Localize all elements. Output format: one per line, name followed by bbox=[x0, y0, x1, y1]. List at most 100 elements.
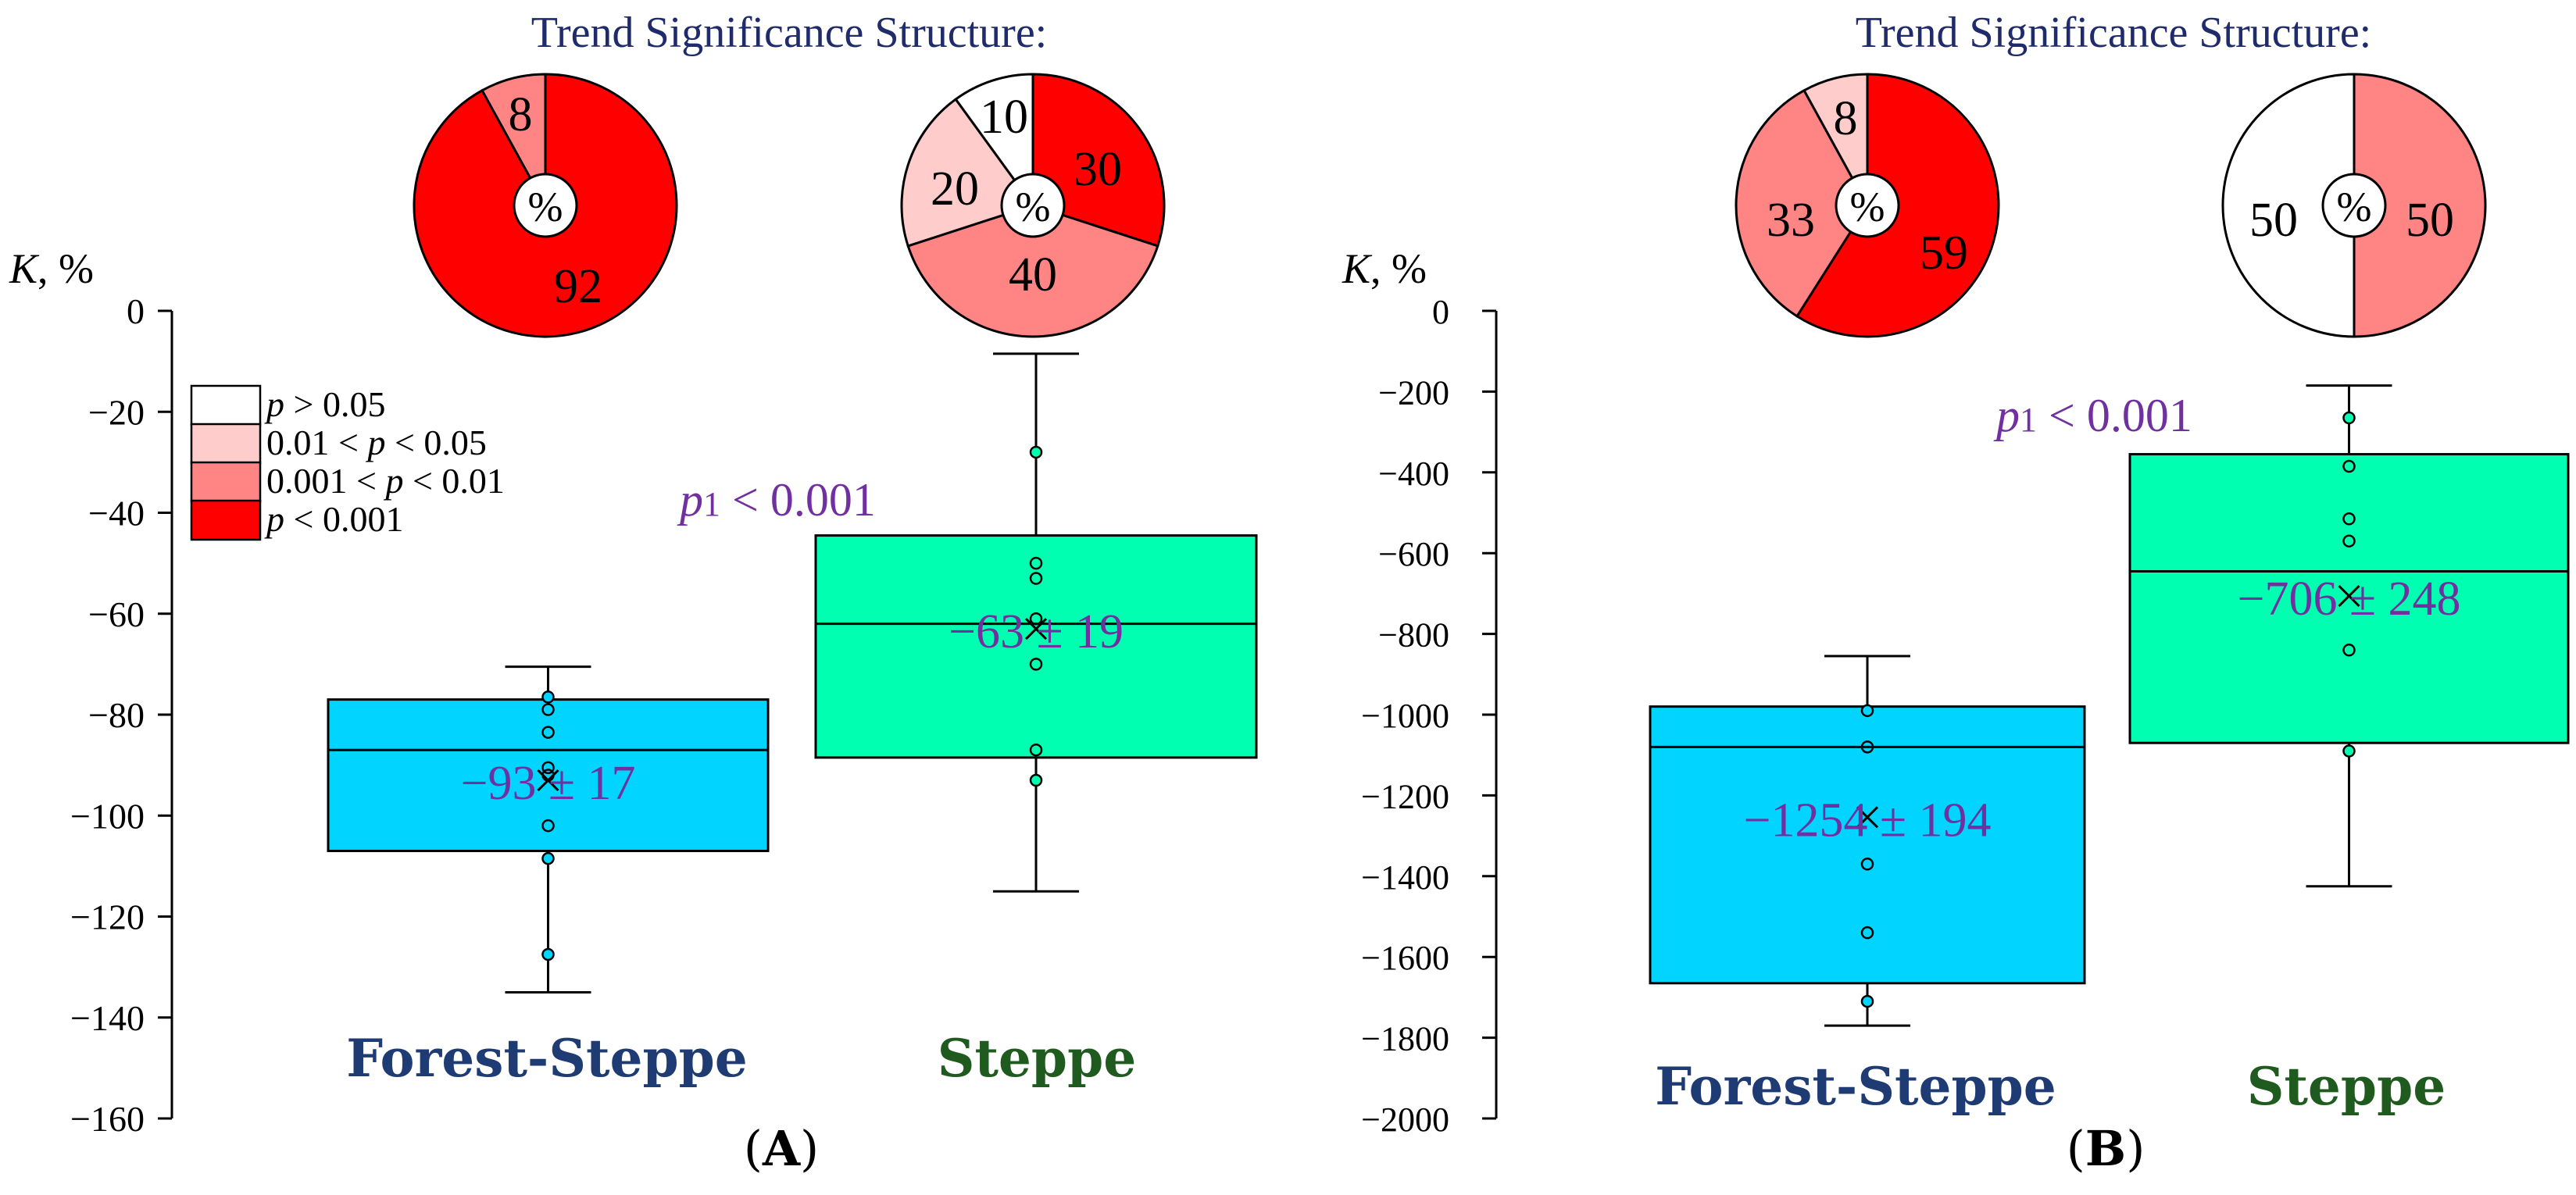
box-iqr bbox=[2128, 453, 2570, 744]
legend-label: p > 0.05 bbox=[264, 384, 385, 424]
legend-label-part: p bbox=[383, 461, 403, 501]
y-tick-label: −2000 bbox=[1361, 1100, 1449, 1139]
box-steppe: −63 ± 19 bbox=[814, 352, 1258, 893]
mean-label: −1254 ± 194 bbox=[1744, 794, 1992, 847]
legend-label-part: 0.01 < bbox=[266, 423, 367, 462]
y-tick-label: −600 bbox=[1378, 535, 1449, 573]
mean-marker-stroke bbox=[2338, 584, 2360, 608]
box-iqr bbox=[327, 698, 770, 852]
pie-slice-label: 10 bbox=[980, 91, 1028, 144]
panel-label-paren: ( bbox=[744, 1120, 763, 1177]
mean-marker-stroke bbox=[537, 769, 559, 792]
data-point bbox=[1029, 658, 1043, 671]
data-point bbox=[2342, 744, 2356, 758]
data-point bbox=[1860, 858, 1874, 871]
y-tick-label: −160 bbox=[70, 1099, 145, 1139]
panel-label-letter: A bbox=[762, 1120, 801, 1177]
y-tick-label: −140 bbox=[70, 998, 145, 1038]
legend-label: p < 0.001 bbox=[264, 499, 403, 539]
pie-slice bbox=[481, 73, 547, 206]
legend-label-part: < 0.001 bbox=[284, 499, 403, 539]
panel-label-paren: ) bbox=[2126, 1120, 2145, 1177]
mean-label: −93 ± 17 bbox=[461, 757, 636, 810]
pie-slice-label: 8 bbox=[509, 88, 533, 141]
p-value-annotation: p1 < 0.001 bbox=[1993, 390, 2192, 441]
y-tick-label: −20 bbox=[88, 392, 145, 432]
pie-slice bbox=[954, 73, 1034, 209]
legend-label: 0.001 < p < 0.01 bbox=[266, 461, 505, 501]
y-tick-label: −40 bbox=[88, 494, 145, 533]
legend-swatch bbox=[190, 461, 262, 503]
pie-slice-label: 8 bbox=[1834, 92, 1858, 145]
p-value-text: < 0.001 bbox=[720, 474, 876, 526]
pie-slice-label: 33 bbox=[1767, 194, 1815, 247]
pie-slice-label: 40 bbox=[1009, 248, 1057, 301]
p-symbol: p bbox=[677, 474, 703, 526]
y-axis-label: K, % bbox=[1342, 245, 1427, 292]
data-point bbox=[541, 761, 555, 775]
chart-panel-a: 0 −20 −40 −60 −80 −100 −120 −140 −160 K, % −93 ± 1… bbox=[9, 9, 1258, 1177]
pie-slice-label: 30 bbox=[1074, 143, 1122, 196]
pie-slice bbox=[906, 204, 1159, 338]
category-label: Forest-Steppe bbox=[346, 1028, 748, 1089]
pie-center-circle bbox=[513, 173, 578, 238]
y-axis-label-var: K bbox=[1342, 245, 1373, 292]
data-point bbox=[2342, 534, 2356, 548]
y-tick-label: −120 bbox=[70, 897, 145, 937]
p-value-text: < 0.001 bbox=[2037, 390, 2192, 441]
y-tick-label: −1800 bbox=[1361, 1020, 1449, 1058]
pie-slice bbox=[1802, 73, 1869, 206]
data-point bbox=[1860, 926, 1874, 940]
y-axis-label: K, % bbox=[9, 245, 94, 292]
legend-swatch bbox=[190, 499, 262, 541]
y-tick-label: −80 bbox=[88, 695, 145, 735]
pie-center-circle bbox=[2321, 173, 2387, 238]
pie-center-circle bbox=[1835, 173, 1900, 238]
panel-label: (A) bbox=[744, 1120, 820, 1177]
mean-marker-stroke bbox=[1856, 806, 1879, 829]
pie-title: Trend Significance Structure: bbox=[531, 9, 1047, 57]
data-point bbox=[1029, 743, 1043, 757]
pie-slice-label: 59 bbox=[1920, 227, 1968, 280]
pie-slice-label: 50 bbox=[2249, 194, 2298, 247]
panel-label-paren: ) bbox=[800, 1120, 819, 1177]
y-axis-label-unit: , % bbox=[38, 245, 94, 292]
mean-marker-stroke bbox=[1024, 618, 1048, 640]
data-point bbox=[1029, 773, 1043, 787]
legend-label-part: > 0.05 bbox=[284, 384, 385, 424]
pie-center-circle bbox=[1000, 173, 1066, 238]
y-tick-label: 0 bbox=[1432, 293, 1449, 331]
pie-forest-steppe: 59 33 8% bbox=[1735, 73, 2000, 338]
legend-label-part: p bbox=[365, 423, 385, 462]
pie-slice bbox=[1031, 73, 1166, 248]
pie-slice-label: 50 bbox=[2406, 194, 2454, 247]
box-steppe: −706 ± 248 bbox=[2128, 384, 2570, 888]
legend-swatch bbox=[190, 384, 262, 426]
y-tick-label: −1200 bbox=[1361, 777, 1449, 815]
y-tick-label: −1600 bbox=[1361, 939, 1449, 977]
data-point bbox=[1860, 740, 1874, 754]
legend-label-part: p bbox=[264, 499, 284, 539]
data-point bbox=[541, 851, 555, 865]
y-tick-label: −1400 bbox=[1361, 858, 1449, 897]
mean-label: −63 ± 19 bbox=[949, 605, 1124, 658]
box-forest-steppe: −93 ± 17 bbox=[327, 665, 770, 993]
pie-slice-label: 20 bbox=[931, 162, 979, 216]
data-point bbox=[1860, 704, 1874, 718]
category-label: Steppe bbox=[2247, 1056, 2446, 1117]
mean-marker bbox=[1024, 618, 1048, 640]
pie-center-label: % bbox=[2337, 184, 2372, 230]
mean-marker bbox=[2338, 584, 2360, 608]
legend-swatch bbox=[190, 423, 262, 465]
pie-center-label: % bbox=[1850, 184, 1885, 230]
y-tick-label: −60 bbox=[88, 594, 145, 634]
data-point bbox=[541, 819, 555, 833]
pie-slice bbox=[2221, 73, 2356, 338]
y-tick-label: −1000 bbox=[1361, 697, 1449, 735]
legend: p > 0.050.01 < p < 0.050.001 < p < 0.01p… bbox=[190, 384, 505, 541]
box-forest-steppe: −1254 ± 194 bbox=[1649, 655, 2086, 1027]
pie-title: Trend Significance Structure: bbox=[1856, 9, 2371, 57]
pie-center-label: % bbox=[528, 184, 563, 230]
mean-marker bbox=[1856, 806, 1879, 829]
